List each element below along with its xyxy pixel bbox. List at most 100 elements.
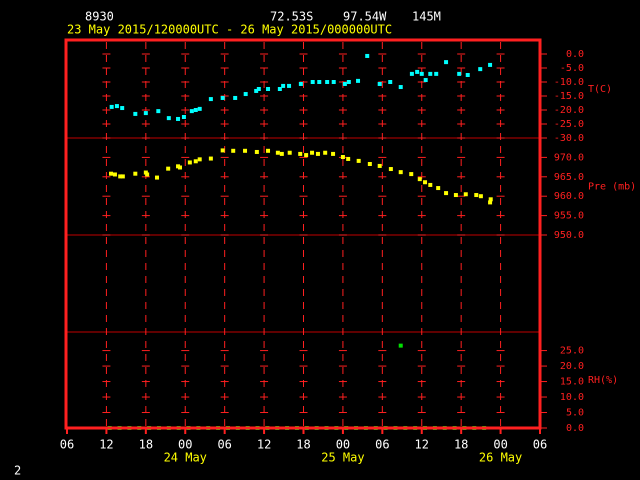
data-point — [189, 109, 194, 114]
x-tick-label: 18 — [296, 438, 310, 452]
data-point — [231, 148, 236, 153]
y-tick-label: -25.0 — [554, 119, 584, 130]
data-point — [488, 200, 493, 205]
y-tick-label: 0.0 — [566, 49, 584, 60]
data-point — [220, 95, 225, 100]
data-point — [193, 108, 198, 112]
data-point — [177, 165, 182, 170]
data-point — [409, 71, 414, 76]
y-tick-label: 960.0 — [554, 191, 584, 202]
x-tick-label: 06 — [533, 438, 547, 452]
data-point — [208, 97, 213, 102]
station-id: 8930 — [85, 10, 114, 24]
data-point — [331, 80, 336, 84]
y-tick-label: -20.0 — [554, 105, 584, 116]
data-point — [434, 71, 439, 76]
data-point — [428, 71, 433, 76]
data-point — [398, 343, 403, 348]
y-tick-label: 965.0 — [554, 172, 584, 183]
data-point — [356, 78, 361, 83]
data-point — [367, 161, 372, 166]
data-point — [243, 148, 248, 153]
latitude: 72.53S — [270, 10, 313, 24]
x-tick-label: 12 — [99, 438, 113, 452]
data-point — [277, 87, 282, 91]
page-number: 2 — [14, 464, 21, 478]
data-point — [342, 81, 347, 86]
data-point — [465, 73, 470, 77]
data-point — [266, 148, 271, 153]
data-point — [256, 87, 261, 91]
data-point — [112, 172, 117, 177]
y-tick-label: 970.0 — [554, 152, 584, 163]
data-point — [143, 111, 148, 116]
x-tick-label: 12 — [257, 438, 271, 452]
data-point — [176, 116, 181, 121]
data-point — [417, 177, 422, 182]
x-tick-label: 00 — [336, 438, 350, 452]
data-point — [275, 150, 280, 155]
y-tick-label: 25.0 — [560, 346, 584, 357]
elevation: 145M — [412, 10, 441, 24]
data-point — [187, 160, 192, 165]
data-point — [436, 186, 441, 191]
x-tick-label: 18 — [454, 438, 468, 452]
data-point — [488, 62, 493, 67]
data-point — [398, 85, 403, 90]
data-point — [208, 156, 213, 161]
data-point — [254, 149, 259, 154]
y-tick-label: 950.0 — [554, 230, 584, 241]
data-point — [377, 163, 382, 168]
data-point — [444, 60, 449, 65]
period: 23 May 2015/120000UTC - 26 May 2015/0000… — [67, 23, 392, 37]
data-point — [419, 71, 424, 76]
x-tick-label: 06 — [375, 438, 389, 452]
data-point — [298, 151, 303, 156]
longitude: 97.54W — [343, 10, 387, 24]
data-point — [488, 197, 493, 202]
data-point — [155, 175, 160, 180]
data-point — [243, 92, 248, 97]
data-point — [166, 116, 171, 121]
data-point — [346, 80, 351, 84]
plot-area — [102, 42, 505, 430]
data-point — [266, 87, 271, 91]
y-tick-label: 955.0 — [554, 211, 584, 222]
data-point — [377, 81, 382, 86]
data-point — [388, 167, 393, 172]
y-tick-label: 10.0 — [560, 392, 584, 403]
x-tick-label: 00 — [493, 438, 507, 452]
data-point — [181, 115, 186, 119]
data-point — [478, 194, 483, 199]
data-point — [388, 80, 393, 84]
data-point — [133, 111, 138, 116]
y-tick-label: -30.0 — [554, 133, 584, 144]
y-tick-label: 5.0 — [566, 408, 584, 419]
data-point — [279, 151, 284, 156]
data-point — [478, 67, 483, 72]
data-point — [233, 95, 238, 100]
data-point — [118, 174, 123, 179]
data-point — [220, 148, 225, 153]
y-tick-label: -10.0 — [554, 77, 584, 88]
y-tick-label: -15.0 — [554, 91, 584, 102]
x-tick-label: 00 — [178, 438, 192, 452]
panel-label: RH(%) — [588, 375, 618, 386]
data-point — [287, 150, 292, 155]
data-point — [365, 53, 370, 58]
y-tick-label: 20.0 — [560, 361, 584, 372]
x-tick-label: 06 — [60, 438, 74, 452]
data-point — [298, 81, 303, 86]
panel-label: T(C) — [588, 84, 612, 95]
data-point — [444, 191, 449, 196]
data-point — [197, 106, 202, 111]
data-point — [109, 171, 114, 176]
data-point — [310, 150, 315, 155]
x-tick-label: 06 — [217, 438, 231, 452]
x-tick-label: 18 — [139, 438, 153, 452]
data-point — [356, 158, 361, 163]
y-tick-label: 0.0 — [566, 423, 584, 434]
data-point — [193, 159, 198, 164]
panel-label: Pre (mb) — [588, 182, 636, 193]
